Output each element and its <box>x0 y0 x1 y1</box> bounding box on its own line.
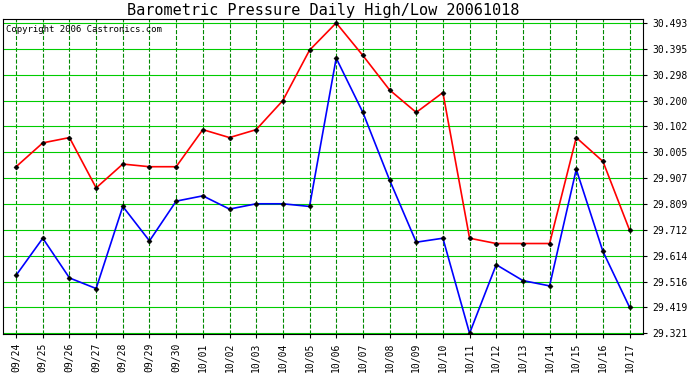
Title: Barometric Pressure Daily High/Low 20061018: Barometric Pressure Daily High/Low 20061… <box>127 3 519 18</box>
Text: Copyright 2006 Castronics.com: Copyright 2006 Castronics.com <box>6 25 162 34</box>
